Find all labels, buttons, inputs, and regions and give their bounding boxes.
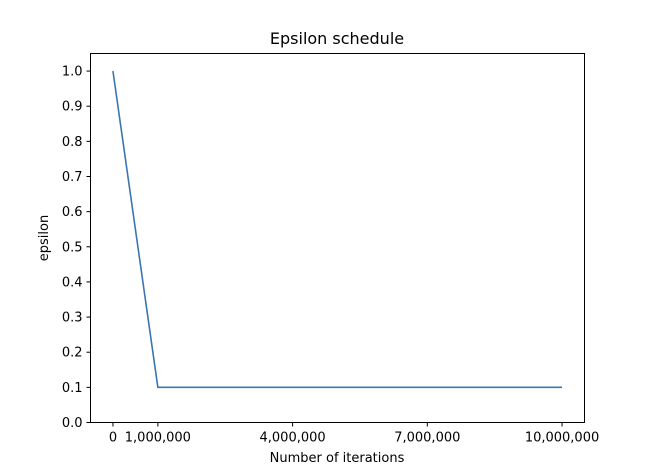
y-tick-label: 0.3 (62, 311, 83, 326)
y-tick-label: 0.9 (62, 100, 83, 115)
x-tick-label: 4,000,000 (260, 431, 326, 446)
y-tick-label: 0.8 (62, 135, 83, 150)
y-axis: 0.0 0.1 0.2 0.3 0.4 0.5 0.6 0.7 0.8 0.9 1.0 (62, 65, 91, 431)
y-tick-label: 0.4 (62, 275, 83, 290)
chart-title: Epsilon schedule (270, 29, 404, 48)
x-tick-label: 1,000,000 (125, 431, 191, 446)
y-tick-label: 0.2 (62, 346, 83, 361)
series-layer (112, 70, 563, 389)
y-tick-label: 0.5 (62, 240, 83, 255)
y-axis-label: epsilon (37, 215, 52, 261)
y-tick-label: 0.0 (62, 416, 83, 431)
y-tick-label: 1.0 (62, 65, 83, 80)
y-tick-label: 0.1 (62, 381, 83, 396)
plot-area-frame (90, 53, 585, 423)
x-tick-label: 0 (109, 431, 117, 446)
x-axis-label: Number of iterations (270, 451, 405, 466)
series-line (112, 70, 563, 389)
y-tick-label: 0.7 (62, 170, 83, 185)
x-axis: 0 1,000,000 4,000,000 7,000,000 10,000,000 (109, 422, 599, 446)
x-tick-label: 7,000,000 (394, 431, 460, 446)
x-tick-label: 10,000,000 (525, 431, 599, 446)
y-tick-label: 0.6 (62, 205, 83, 220)
